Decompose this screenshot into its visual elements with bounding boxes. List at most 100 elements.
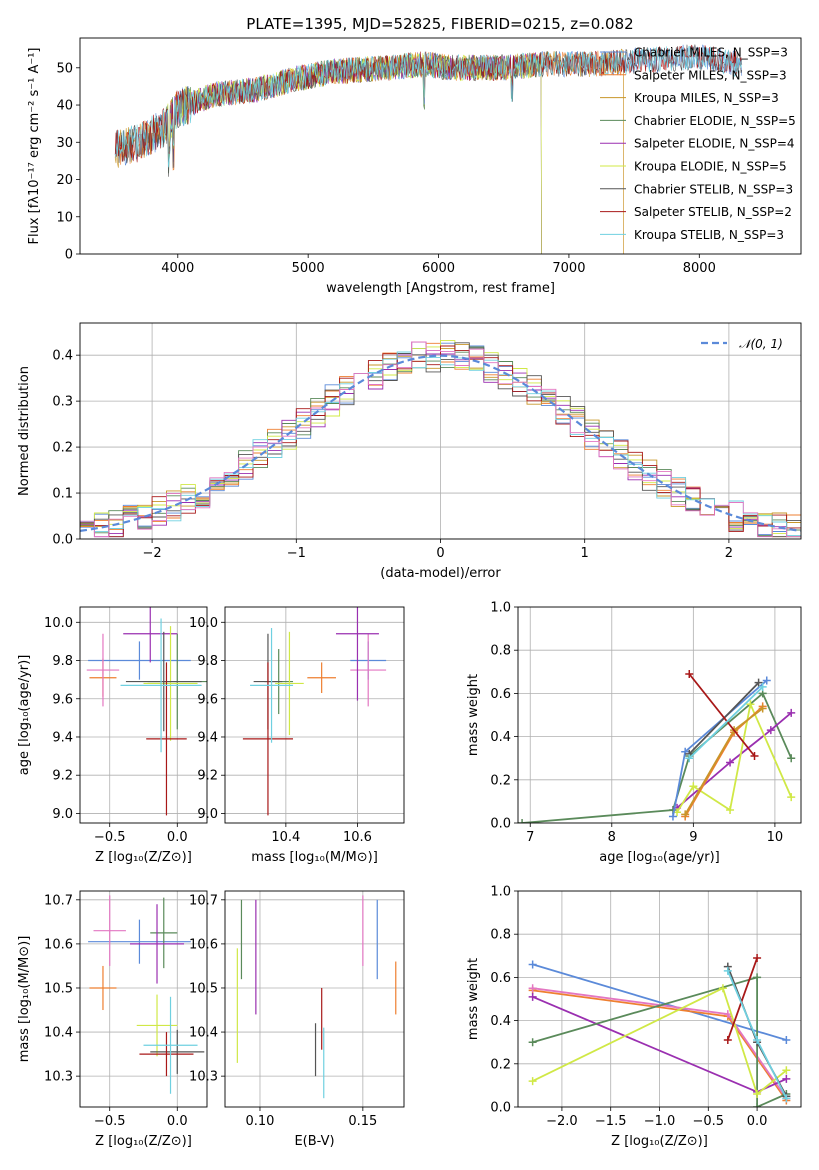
weight-point [726, 758, 735, 767]
residual-histogram [80, 342, 801, 538]
weight-point [685, 669, 694, 678]
y-tick-label: 0.2 [52, 441, 73, 456]
weight-point [528, 1077, 537, 1086]
y-tick-label: 1.0 [490, 885, 511, 900]
x-tick-label: 6000 [422, 261, 455, 276]
y-tick-label: 0.6 [490, 971, 511, 986]
y-tick-label: 9.2 [52, 769, 73, 784]
panel-mass_vs_ebv: 0.10 0.15 10.3 10.4 10.5 10.6 10.7 E(B-V) [189, 890, 405, 1149]
y-tick-label: 9.0 [197, 807, 218, 822]
x-tick-label: 8000 [683, 261, 716, 276]
weight-point [782, 1066, 791, 1075]
normal-curve [80, 354, 801, 532]
x-tick-label: 0.0 [167, 830, 188, 845]
axes-frame [517, 890, 802, 1108]
weight-point [528, 984, 537, 993]
x-tick-label: −1.0 [644, 1114, 676, 1129]
weight-point [787, 754, 796, 763]
weight-point [681, 810, 690, 819]
y-tick-label: 10.3 [189, 1070, 218, 1085]
y-tick-label: 50 [56, 61, 73, 76]
weight-point [758, 682, 767, 691]
legend-label: Chabrier ELODIE, N_SSP=5 [634, 114, 796, 128]
x-tick-label: 7 [526, 830, 534, 845]
y-tick-label: 0.1 [52, 487, 73, 502]
plot-area-mass_vs_ebv [225, 891, 404, 1107]
weight-point [689, 782, 698, 791]
y-tick-label: 10.7 [44, 893, 73, 908]
y-tick-label: 10.5 [189, 981, 218, 996]
weight-point [754, 678, 763, 687]
panel-weight_vs_Z: −2.0 −1.5 −1.0 −0.5 0.0 0.0 0.2 0.4 0.6 0.8 1.0 Z [… [466, 885, 802, 1149]
x-tick-label: 4000 [161, 261, 194, 276]
spectrum-series-line [114, 44, 743, 177]
x-axis-label: (data-model)/error [380, 566, 501, 581]
legend-label: Kroupa STELIB, N_SSP=3 [634, 228, 784, 242]
axes-frame [79, 322, 802, 540]
x-tick-label: 1 [581, 546, 589, 561]
spectrum-series-line [114, 44, 743, 163]
y-tick-label: 0.8 [490, 644, 511, 659]
y-tick-label: 0.4 [490, 1014, 511, 1029]
y-tick-label: 10.4 [44, 1026, 73, 1041]
y-tick-label: 0.4 [490, 730, 511, 745]
panel-residuals: −2 −1 0 1 2 0.0 0.1 0.2 0.3 0.4 (data-model)/error… [17, 322, 802, 581]
x-axis-label: wavelength [Angstrom, rest frame] [326, 281, 555, 296]
y-tick-label: 0.2 [490, 773, 511, 788]
weight-point [766, 726, 775, 735]
weight-point [528, 992, 537, 1001]
figure-title: PLATE=1395, MJD=52825, FIBERID=0215, z=0… [246, 15, 633, 33]
weight-point [753, 953, 762, 962]
residual-histogram [80, 351, 801, 536]
weight-series-line [688, 686, 764, 759]
x-tick-label: 10 [767, 830, 784, 845]
weight-point [782, 1074, 791, 1083]
y-tick-label: 9.0 [52, 807, 73, 822]
legend-label: Kroupa ELODIE, N_SSP=5 [634, 160, 787, 174]
weight-point [718, 984, 727, 993]
y-axis-label: age [log₁₀(age/yr)] [17, 655, 32, 776]
x-tick-label: 0.15 [348, 1114, 377, 1129]
weight-point [753, 1036, 762, 1045]
weight-point [753, 1103, 762, 1107]
panel-mass_vs_Z: −0.5 0.0 10.3 10.4 10.5 10.6 10.7 Z [log₁₀(Z/Z⊙… [17, 890, 208, 1149]
spectrum-series-line [164, 52, 542, 254]
legend-label: Salpeter STELIB, N_SSP=2 [634, 205, 792, 219]
x-tick-label: 10.6 [343, 830, 372, 845]
y-tick-label: 0.2 [490, 1057, 511, 1072]
y-tick-label: 10.3 [44, 1070, 73, 1085]
y-tick-label: 10.4 [189, 1026, 218, 1041]
x-tick-label: 0 [436, 546, 444, 561]
weight-point [787, 793, 796, 802]
x-tick-label: 5000 [292, 261, 325, 276]
y-tick-label: 40 [56, 99, 73, 114]
x-tick-label: −0.5 [94, 1114, 126, 1129]
weight-series-line [684, 705, 764, 817]
weight-point [723, 1036, 732, 1045]
plot-area-age_vs_Z [80, 607, 207, 823]
y-tick-label: 10.7 [189, 893, 218, 908]
plot-area-weight_vs_Z [518, 891, 801, 1107]
plot-area-residuals [80, 323, 801, 539]
panel-age_vs_mass: 10.4 10.6 9.0 9.2 9.4 9.6 9.8 10.0 mass [log₁₀(M… [189, 606, 405, 865]
axes-frame [79, 606, 208, 824]
plot-area-age_vs_mass [225, 607, 404, 823]
weight-point [787, 708, 796, 717]
weight-point [762, 676, 771, 685]
legend-label: Chabrier MILES, N_SSP=3 [634, 46, 788, 60]
x-axis-label: E(B-V) [294, 1134, 334, 1149]
y-tick-label: 9.4 [197, 730, 218, 745]
axes-frame [79, 37, 802, 255]
x-tick-label: 10.4 [271, 830, 300, 845]
y-tick-label: 9.6 [52, 692, 73, 707]
axes-frame [79, 890, 208, 1108]
x-tick-label: −2 [143, 546, 162, 561]
weight-point [750, 752, 759, 761]
y-axis-label: mass weight [466, 958, 481, 1040]
spectrum-series-line [114, 45, 743, 168]
y-tick-label: 10.0 [44, 616, 73, 631]
weight-point [753, 973, 762, 982]
axes-frame [224, 606, 405, 824]
y-tick-label: 0.6 [490, 687, 511, 702]
